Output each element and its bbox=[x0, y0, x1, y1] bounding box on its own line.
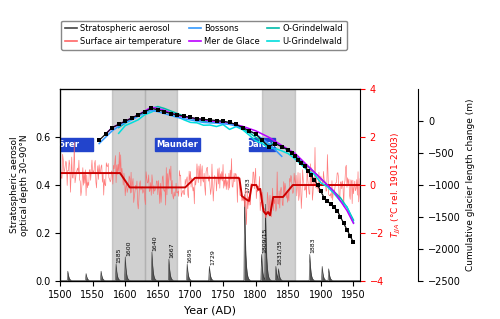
Bar bbox=[112, 89, 145, 281]
Text: 1600: 1600 bbox=[126, 240, 131, 256]
Text: 1640: 1640 bbox=[152, 235, 158, 251]
Y-axis label: Stratospheric aerosol
optical depth 30–90°N: Stratospheric aerosol optical depth 30–9… bbox=[10, 134, 29, 236]
X-axis label: Year (AD): Year (AD) bbox=[184, 306, 236, 316]
Text: 1667: 1667 bbox=[170, 242, 174, 258]
Text: 1729: 1729 bbox=[210, 249, 215, 265]
Text: Maunder: Maunder bbox=[156, 140, 198, 149]
Text: 1809/15: 1809/15 bbox=[262, 228, 267, 253]
Legend: Stratospheric aerosol, Surface air temperature, Bossons, Mer de Glace, O-Grindel: Stratospheric aerosol, Surface air tempe… bbox=[61, 21, 346, 49]
Bar bbox=[145, 89, 178, 281]
Bar bbox=[154, 138, 200, 151]
Y-axis label: $T_{JJA}$ (°C rel. 1901–2003): $T_{JJA}$ (°C rel. 1901–2003) bbox=[390, 132, 403, 238]
Y-axis label: Cumulative glacier length change (m): Cumulative glacier length change (m) bbox=[466, 99, 475, 271]
Bar bbox=[34, 138, 92, 151]
Text: 1831/35: 1831/35 bbox=[276, 240, 281, 265]
Text: 1883: 1883 bbox=[310, 238, 316, 253]
Text: 1783: 1783 bbox=[245, 178, 250, 193]
Text: Spörer: Spörer bbox=[48, 140, 80, 149]
Bar bbox=[249, 138, 275, 151]
Bar bbox=[262, 89, 295, 281]
Text: Dalton: Dalton bbox=[246, 140, 278, 149]
Text: 1695: 1695 bbox=[188, 247, 193, 263]
Text: 1585: 1585 bbox=[116, 247, 121, 263]
